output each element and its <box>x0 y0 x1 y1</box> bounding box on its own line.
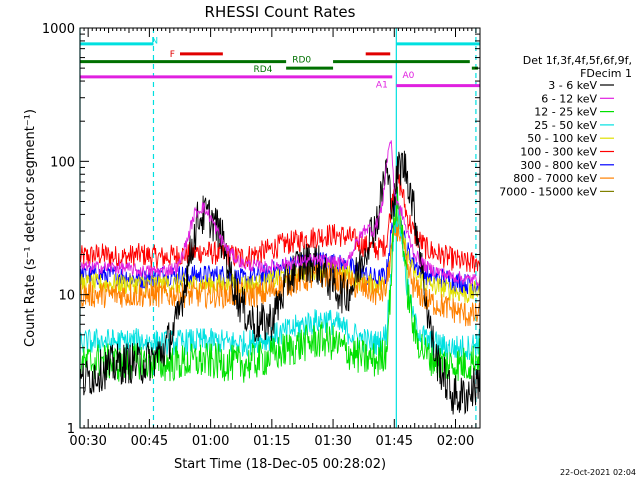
x-tick-label: 01:00 <box>192 434 229 449</box>
y-axis-label: Count Rate (s⁻¹ detector segment⁻¹) <box>23 109 38 347</box>
y-tick-label: 1 <box>67 422 75 437</box>
x-tick-label: 01:30 <box>314 434 351 449</box>
annotation-label-rd0: RD0 <box>292 56 311 66</box>
y-tick-label: 1000 <box>42 22 75 37</box>
x-tick-label: 01:45 <box>376 434 413 449</box>
series-line-4 <box>79 206 481 361</box>
legend-entry-label: 3 - 6 keV <box>548 79 597 92</box>
legend-entry-label: 12 - 25 keV <box>534 106 597 119</box>
y-tick-label: 100 <box>50 155 75 170</box>
legend-entry-label: 25 - 50 keV <box>534 119 597 132</box>
series-line-1 <box>79 201 481 295</box>
legend-entry-label: 100 - 300 keV <box>520 146 597 159</box>
legend-header: FDecim 1 <box>580 67 632 80</box>
series-line-0 <box>79 169 481 273</box>
y-tick-label: 10 <box>58 289 75 304</box>
legend-entry-label: 6 - 12 keV <box>541 92 597 105</box>
chart-title: RHESSI Count Rates <box>205 3 356 21</box>
legend-entry-label: 800 - 7000 keV <box>513 172 597 185</box>
legend: Det 1f,3f,4f,5f,6f,9f,FDecim 13 - 6 keV6… <box>499 54 632 198</box>
annotation-label-f: F <box>170 50 175 60</box>
annotation-label-a0: A0 <box>402 71 414 81</box>
series-line-5 <box>79 186 481 383</box>
timestamp: 22-Oct-2021 02:04 <box>560 468 636 477</box>
annotation-label-a1: A1 <box>376 80 388 90</box>
x-tick-label: 02:00 <box>437 434 474 449</box>
annotation-label-n: N <box>151 36 158 46</box>
x-tick-label: 01:15 <box>253 434 290 449</box>
legend-entry-label: 300 - 800 keV <box>520 159 597 172</box>
legend-entry-label: 50 - 100 keV <box>527 132 597 145</box>
x-tick-label: 00:45 <box>131 434 168 449</box>
x-axis-label: Start Time (18-Dec-05 00:28:02) <box>174 457 386 472</box>
annotation-label-rd4: RD4 <box>253 65 272 75</box>
series-line-6 <box>79 150 481 415</box>
x-tick-label: 00:30 <box>69 434 106 449</box>
legend-header: Det 1f,3f,4f,5f,6f,9f, <box>523 54 632 67</box>
legend-entry-label: 7000 - 15000 keV <box>499 185 597 198</box>
series-line-7 <box>79 140 481 288</box>
